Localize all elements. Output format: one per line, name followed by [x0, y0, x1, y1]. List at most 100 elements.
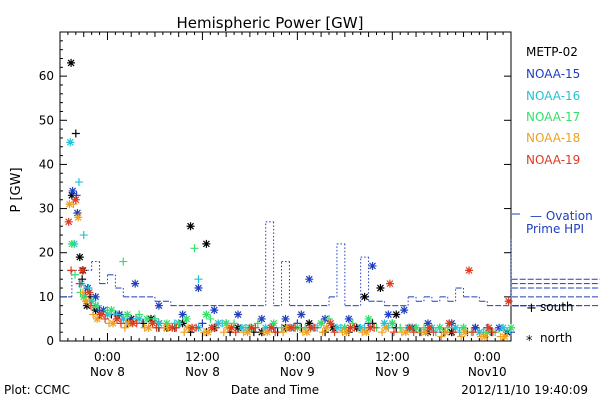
x-tick-date: Nov 8	[90, 365, 125, 379]
north-marker	[504, 297, 513, 306]
north-marker	[287, 323, 296, 332]
legend-metp-02: METP-02	[526, 45, 578, 59]
north-marker	[507, 323, 515, 332]
north-marker	[340, 323, 349, 332]
north-marker	[178, 310, 187, 319]
legend-noaa-15: NOAA-15	[526, 67, 580, 81]
south-marker	[318, 328, 327, 337]
south-marker	[330, 328, 339, 337]
north-marker	[380, 319, 389, 328]
north-marker	[471, 323, 480, 332]
x-tick-date: Nov10	[468, 365, 507, 379]
x-tick-date: Nov 9	[375, 365, 410, 379]
north-marker	[207, 323, 216, 332]
x-tick-time: 12:00	[185, 350, 220, 364]
legend-noaa-16: NOAA-16	[526, 89, 580, 103]
north-marker	[188, 323, 197, 332]
south-marker	[84, 284, 93, 293]
north-marker	[109, 319, 118, 328]
y-axis-ticks: 0 10 20 30 40 50 60	[39, 40, 511, 348]
north-marker	[131, 279, 140, 288]
south-marker	[190, 244, 199, 253]
north-marker	[154, 301, 163, 310]
legend-noaa-19: NOAA-19	[526, 153, 580, 167]
north-marker	[247, 323, 256, 332]
north-marker	[154, 319, 163, 328]
south-marker	[120, 323, 129, 332]
north-marker	[305, 275, 314, 284]
north-marker	[441, 328, 450, 337]
north-marker	[67, 191, 76, 200]
legend-south-symbol: +	[526, 301, 537, 316]
north-marker	[342, 328, 351, 337]
north-marker	[500, 332, 509, 341]
north-marker	[346, 323, 355, 332]
south-marker	[457, 332, 466, 341]
north-marker	[82, 297, 91, 306]
x-tick-time: 12:00	[375, 350, 410, 364]
y-tick-label: 40	[39, 157, 54, 171]
north-marker	[405, 323, 414, 332]
north-marker	[281, 314, 290, 323]
south-marker	[253, 319, 262, 328]
south-marker	[206, 314, 215, 323]
north-marker	[376, 284, 385, 293]
south-marker	[174, 319, 183, 328]
south-marker	[67, 266, 76, 275]
legend-north-label: north	[540, 331, 572, 345]
north-marker	[344, 314, 353, 323]
north-marker	[392, 310, 401, 319]
north-marker	[322, 323, 331, 332]
south-marker	[72, 191, 81, 200]
north-marker	[360, 292, 369, 301]
north-marker	[67, 58, 76, 67]
north-marker	[91, 292, 100, 301]
north-marker	[412, 323, 421, 332]
south-marker	[101, 314, 110, 323]
north-marker	[499, 323, 508, 332]
north-marker	[384, 310, 393, 319]
north-marker	[362, 328, 371, 337]
x-tick-time: 0:00	[284, 350, 311, 364]
footer-left: Plot: CCMC	[4, 383, 70, 397]
legend: METP-02 NOAA-15 NOAA-16 NOAA-17 NOAA-18 …	[512, 45, 593, 349]
legend-noaa-18: NOAA-18	[526, 131, 580, 145]
north-marker	[257, 314, 266, 323]
north-marker	[388, 319, 397, 328]
south-marker	[488, 328, 497, 337]
south-marker	[71, 270, 80, 279]
north-marker	[234, 310, 243, 319]
y-tick-label: 20	[39, 246, 54, 260]
north-marker	[128, 319, 137, 328]
legend-north-symbol: *	[526, 334, 533, 349]
y-axis-label: P [GW]	[9, 167, 24, 212]
north-marker	[67, 239, 76, 248]
north-marker	[112, 314, 121, 323]
plot-frame	[59, 31, 512, 342]
north-marker	[65, 200, 74, 209]
north-marker	[475, 328, 484, 337]
north-marker	[237, 323, 246, 332]
north-marker	[91, 301, 100, 310]
south-marker	[89, 310, 98, 319]
north-marker	[214, 319, 223, 328]
legend-ovation-line2: Prime HPI	[526, 222, 584, 236]
south-marker	[396, 323, 405, 332]
north-marker	[421, 328, 430, 337]
north-marker	[103, 310, 112, 319]
north-marker	[401, 328, 410, 337]
north-marker	[182, 314, 191, 323]
north-marker	[297, 310, 306, 319]
south-marker	[437, 332, 446, 341]
north-marker	[263, 328, 272, 337]
south-marker	[180, 328, 189, 337]
north-marker	[451, 323, 460, 332]
south-marker	[194, 275, 203, 284]
north-marker	[381, 323, 390, 332]
footer-right: 2012/11/10 19:40:09	[461, 383, 588, 397]
north-marker	[222, 319, 231, 328]
south-marker	[378, 328, 387, 337]
north-marker	[162, 319, 171, 328]
north-marker	[484, 323, 493, 332]
